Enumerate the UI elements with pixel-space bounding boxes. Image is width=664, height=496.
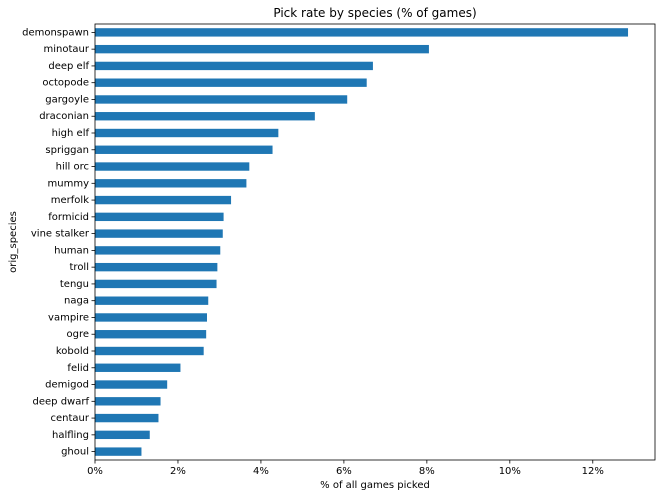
y-tick-label: troll [70,262,90,273]
bar-demonspawn [95,28,629,37]
plot-frame [94,23,656,461]
y-tick-label: vampire [48,312,89,323]
bar-troll [95,262,218,272]
y-tick-label: tengu [60,279,89,290]
y-tick-label: human [54,245,89,256]
bar-naga [95,296,209,305]
y-tick-label: gargoyle [45,94,89,105]
y-tick-label: mummy [48,178,90,189]
y-ticks-group: demonspawn minotaur deep elf octopode gargoy… [22,27,95,458]
y-tick-label: spriggan [45,145,89,156]
y-tick-label: hill orc [56,162,89,173]
y-tick-label: deep dwarf [33,396,90,407]
y-tick-label: naga [64,296,89,307]
y-tick-label: demigod [45,380,89,391]
bar-tengu [95,279,217,289]
x-tick-label: 4% [253,466,269,477]
bar-felid [95,363,181,372]
bar-mummy [95,179,247,188]
x-tick-label: 12% [582,466,604,477]
bars-group [95,28,629,456]
y-axis-title: orig_species [8,211,19,273]
x-ticks-group: 0% 2% 4% 6% 8% 10% 12% [87,460,604,477]
bar-hill-orc [95,162,250,171]
bar-centaur [95,413,159,423]
bar-spriggan [95,145,273,154]
y-tick-label: demonspawn [22,27,89,38]
bar-deep-elf [95,61,373,71]
x-tick-label: 2% [170,466,186,477]
y-tick-label: ghoul [61,447,89,458]
bar-ogre [95,330,207,339]
bar-ghoul [95,447,142,456]
y-tick-label: draconian [39,111,89,122]
y-tick-label: kobold [56,346,89,357]
y-tick-label: formicid [48,212,89,223]
bar-formicid [95,212,224,222]
bar-gargoyle [95,95,348,104]
y-tick-label: ogre [66,329,89,340]
y-tick-label: vine stalker [31,229,90,240]
bar-demigod [95,380,168,389]
bar-octopode [95,78,367,87]
y-tick-label: halfling [52,430,89,441]
bar-merfolk [95,195,232,205]
chart-title: Pick rate by species (% of games) [273,6,476,20]
x-tick-label: 8% [419,466,435,477]
y-tick-label: deep elf [48,61,89,72]
bar-human [95,246,221,255]
bar-deep-dwarf [95,397,161,406]
y-tick-label: minotaur [44,44,90,55]
bar-kobold [95,346,204,356]
bar-high-elf [95,128,279,138]
bar-draconian [95,112,315,121]
bar-vampire [95,313,207,322]
x-tick-label: 0% [87,466,103,477]
bar-vine-stalker [95,229,223,238]
y-tick-label: felid [67,363,89,374]
bar-minotaur [95,44,429,54]
x-tick-label: 10% [499,466,521,477]
y-tick-label: octopode [42,78,89,89]
x-axis-title: % of all games picked [320,480,430,491]
y-tick-label: high elf [52,128,90,139]
y-tick-label: centaur [51,413,90,424]
bar-halfling [95,430,150,440]
x-tick-label: 6% [336,466,352,477]
y-tick-label: merfolk [51,195,89,206]
